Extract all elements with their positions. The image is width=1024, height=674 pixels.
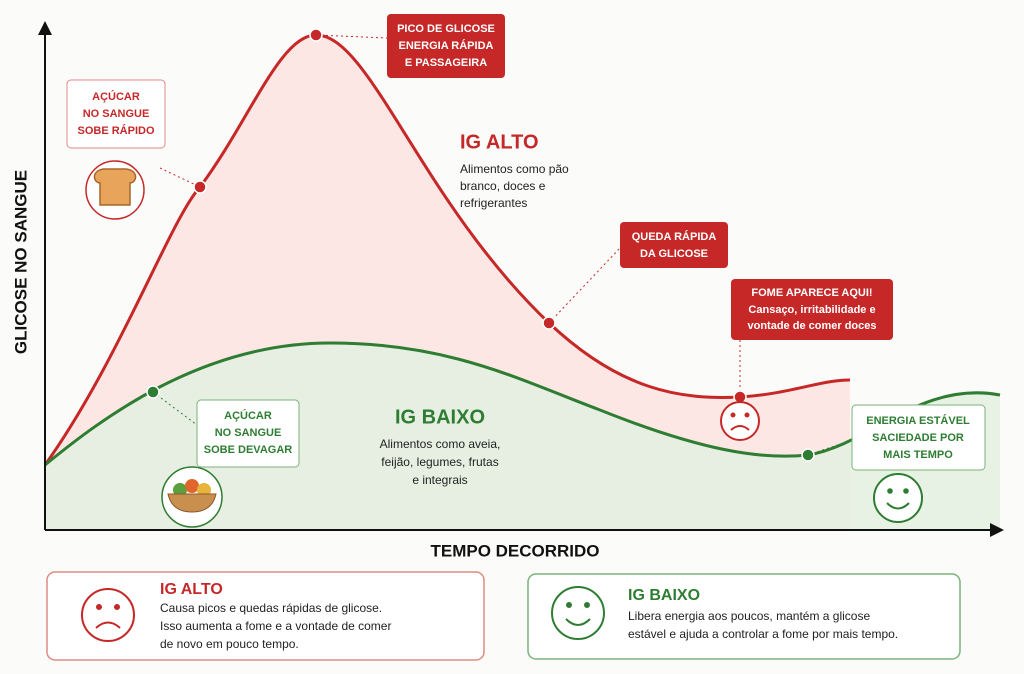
summary-text: Libera energia aos poucos, mantém a glic… [628, 609, 870, 623]
high-gi-description: branco, doces e [460, 179, 546, 193]
summary-title: IG ALTO [160, 581, 223, 598]
bowl-icon [161, 466, 223, 528]
callout-text: AÇÚCAR [224, 409, 272, 422]
callout-text: Cansaço, irritabilidade e [748, 304, 875, 316]
low-gi-description: e integrais [412, 473, 467, 487]
high-gi-curve [43, 33, 851, 466]
summary-text: de novo em pouco tempo. [160, 637, 299, 651]
callout-text: PICO DE GLICOSE [397, 23, 495, 35]
callout-box [387, 14, 505, 78]
callout-text: E PASSAGEIRA [405, 57, 487, 69]
callout-text: vontade de comer doces [748, 320, 877, 332]
summary-text: estável e ajuda a controlar a fome por m… [628, 627, 898, 641]
callout-text: AÇÚCAR [92, 90, 140, 103]
sad-face-icon [720, 401, 760, 441]
low-gi-description: feijão, legumes, frutas [381, 455, 498, 469]
sad-face-icon [81, 588, 135, 642]
callout-text: SOBE RÁPIDO [77, 124, 154, 137]
callout-text: ENERGIA ESTÁVEL [866, 414, 970, 427]
summary-card [527, 573, 961, 660]
summary-title: IG BAIXO [628, 587, 700, 604]
callout-text: QUEDA RÁPIDA [632, 230, 717, 243]
low-gi-description: Alimentos como aveia, [380, 437, 501, 451]
happy-face-icon [551, 586, 605, 640]
summary-text: Isso aumenta a fome e a vontade de comer [160, 619, 391, 633]
callout-box [851, 404, 986, 471]
x-axis-label: TEMPO DECORRIDO [430, 541, 599, 560]
high-gi-description: Alimentos como pão [460, 162, 569, 176]
high-gi-title: IG ALTO [460, 131, 539, 153]
callout-text: MAIS TEMPO [883, 449, 953, 461]
callout-text: DA GLICOSE [640, 248, 708, 260]
callout-box [66, 79, 166, 149]
summary-text: Causa picos e quedas rápidas de glicose. [160, 601, 382, 615]
low-gi-area [45, 343, 1000, 530]
callout-box [196, 399, 300, 468]
callout-box [620, 222, 728, 268]
y-axis-label: GLICOSE NO SANGUE [11, 170, 30, 354]
low-gi-title: IG BAIXO [395, 406, 485, 428]
summary-card [46, 571, 485, 661]
high-gi-description: refrigerantes [460, 196, 527, 210]
callout-title: FOME APARECE AQUI! [751, 287, 872, 299]
callout-text: NO SANGUE [83, 108, 150, 120]
happy-face-icon [873, 473, 923, 523]
toast-icon [85, 160, 145, 220]
callout-box [731, 279, 893, 340]
leaders [152, 34, 853, 456]
curve-points [146, 28, 815, 462]
callout-text: SOBE DEVAGAR [204, 444, 292, 456]
callout-text: SACIEDADE POR [872, 432, 964, 444]
callout-text: NO SANGUE [215, 427, 282, 439]
callout-text: ENERGIA RÁPIDA [399, 39, 494, 52]
